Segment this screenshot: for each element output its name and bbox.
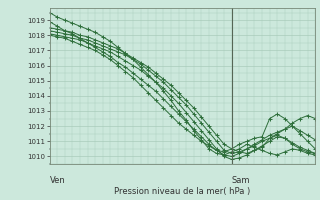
Text: Ven: Ven: [50, 176, 65, 185]
Text: Sam: Sam: [232, 176, 250, 185]
Text: Pression niveau de la mer( hPa ): Pression niveau de la mer( hPa ): [114, 187, 251, 196]
